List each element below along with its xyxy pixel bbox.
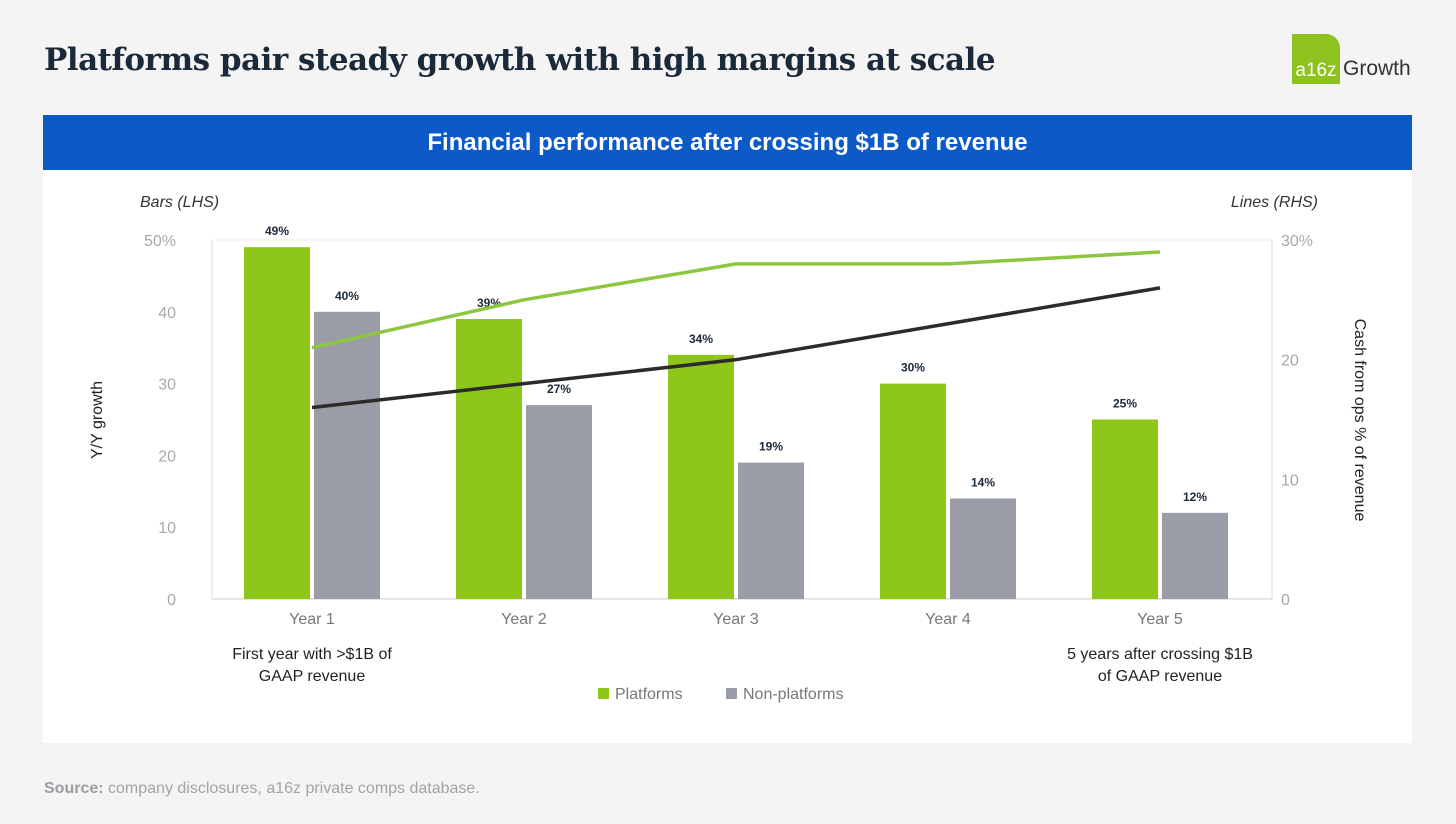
lhs-label: Bars (LHS) [140,194,219,211]
line-non-platforms [311,286,1161,410]
bar-platforms [1092,419,1158,599]
bar-platforms [880,383,946,599]
bar-data-label: 12% [1183,490,1207,504]
y2-tick-label: 10 [1281,472,1299,489]
bar-data-label: 14% [971,475,995,489]
rhs-label: Lines (RHS) [1231,194,1318,211]
x-tick-label: Year 4 [925,611,971,628]
source-note: Source: company disclosures, a16z privat… [44,780,480,798]
bar-platforms [668,354,734,599]
y2-tick-label: 20 [1281,353,1299,370]
bar-non-platforms [738,462,804,599]
bar-data-label: 25% [1113,397,1137,411]
y-tick-label: 40 [158,305,176,322]
y-tick-label: 50% [144,233,176,250]
legend-label: Platforms [615,686,683,703]
y-axis-title: Y/Y growth [89,381,106,459]
annotation-year5: 5 years after crossing $1B of GAAP revenu… [1067,646,1253,685]
bar-non-platforms [1162,512,1228,599]
source-label: Source: [44,780,104,797]
a16z-growth-logo: a16z Growth [1292,34,1411,84]
y-tick-label: 0 [167,592,176,609]
source-text: company disclosures, a16z private comps … [103,780,480,797]
y2-tick-label: 0 [1281,592,1290,609]
bar-data-label: 34% [689,332,713,346]
x-tick-label: Year 5 [1137,611,1183,628]
y-tick-label: 20 [158,448,176,465]
bar-data-label: 30% [901,361,925,375]
y-tick-label: 30 [158,377,176,394]
bar-platforms [456,318,522,599]
bar-non-platforms [526,405,592,599]
x-tick-label: Year 1 [289,611,335,628]
page-title: Platforms pair steady growth with high m… [44,42,996,78]
bar-data-label: 19% [759,440,783,454]
bar-data-label: 49% [265,224,289,238]
y2-tick-label: 30% [1281,233,1313,250]
logo-mark: a16z [1292,34,1340,84]
bar-non-platforms [314,311,380,599]
y2-axis-title: Cash from ops % of revenue [1351,319,1368,522]
y-tick-label: 10 [158,520,176,537]
x-tick-label: Year 2 [501,611,547,628]
legend-label: Non-platforms [743,686,843,703]
bar-platforms [244,247,310,599]
bar-data-label: 27% [547,382,571,396]
logo-text: Growth [1343,57,1411,80]
x-tick-label: Year 3 [713,611,759,628]
bar-data-label: 40% [335,289,359,303]
legend-swatch [598,688,609,699]
annotation-year1: First year with >$1B of GAAP revenue [232,646,392,685]
bar-non-platforms [950,498,1016,599]
legend-swatch [726,688,737,699]
line-platforms [311,250,1161,350]
chart-title-banner: Financial performance after crossing $1B… [43,115,1412,170]
